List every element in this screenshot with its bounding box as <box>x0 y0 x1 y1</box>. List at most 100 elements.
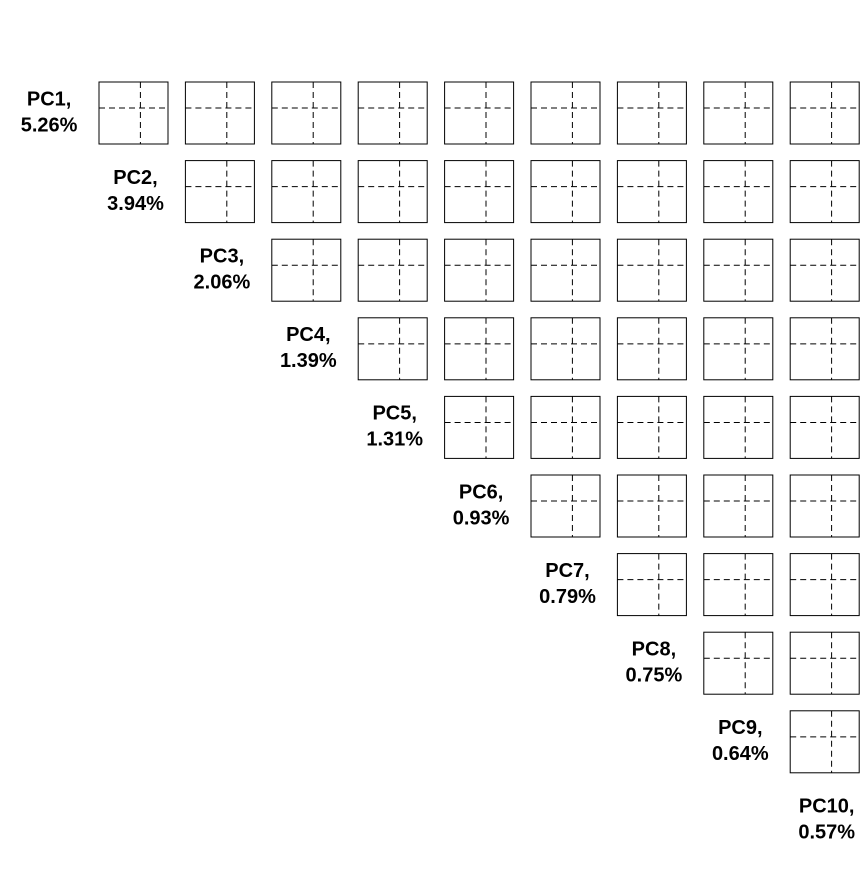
pc-label: 0.75% <box>626 664 683 686</box>
panel-frame <box>184 160 255 224</box>
scatter-panel <box>703 631 774 695</box>
pc-label: 5.26% <box>21 114 78 136</box>
scatter-panel <box>444 395 515 459</box>
panel-frame <box>789 631 860 695</box>
scatter-panel <box>789 395 860 459</box>
pc-label: 0.64% <box>712 743 769 765</box>
pc-label: 2.06% <box>194 271 251 293</box>
scatter-panel <box>616 317 687 381</box>
scatter-panel <box>98 81 169 145</box>
scatter-panel <box>616 81 687 145</box>
panel-frame <box>530 474 601 538</box>
panel-frame <box>530 395 601 459</box>
panel-frame <box>444 238 515 302</box>
panel-frame <box>789 553 860 617</box>
scatter-panel <box>357 317 428 381</box>
scatter-panel <box>530 317 601 381</box>
scatter-panel <box>789 474 860 538</box>
panel-frame <box>616 238 687 302</box>
scatter-panel <box>703 553 774 617</box>
panel-frame <box>444 395 515 459</box>
pc-label: PC9, <box>718 717 762 739</box>
panel-frame <box>789 238 860 302</box>
pc-label: PC2, <box>113 167 157 189</box>
panel-frame <box>703 317 774 381</box>
panel-frame <box>616 81 687 145</box>
scatter-panel <box>444 238 515 302</box>
scatter-panel <box>703 474 774 538</box>
scatter-panel <box>703 238 774 302</box>
scatter-panel <box>789 160 860 224</box>
pc-label: 3.94% <box>107 193 164 215</box>
scatter-panel <box>530 395 601 459</box>
panel-frame <box>530 81 601 145</box>
scatter-panel <box>789 317 860 381</box>
panel-frame <box>271 238 342 302</box>
pc-label: PC4, <box>286 324 330 346</box>
scatter-panel <box>703 317 774 381</box>
panel-frame <box>789 710 860 774</box>
pc-label: PC10, <box>799 796 855 818</box>
scatter-panel <box>530 474 601 538</box>
panel-frame <box>357 81 428 145</box>
pc-label: PC8, <box>632 638 676 660</box>
scatter-panel <box>184 160 255 224</box>
scatter-panel <box>271 81 342 145</box>
scatter-panel <box>530 81 601 145</box>
panel-frame <box>357 160 428 224</box>
panel-frame <box>616 317 687 381</box>
panel-frame <box>703 553 774 617</box>
panel-frame <box>357 317 428 381</box>
pc-label: 1.39% <box>280 350 337 372</box>
pc-label: PC1, <box>27 88 71 110</box>
panel-frame <box>703 81 774 145</box>
panel-frame <box>444 81 515 145</box>
scatter-panel <box>357 160 428 224</box>
panel-frame <box>703 395 774 459</box>
panel-frame <box>789 160 860 224</box>
panel-frame <box>616 553 687 617</box>
panel-frame <box>616 160 687 224</box>
panel-frame <box>444 317 515 381</box>
scatter-panel <box>616 474 687 538</box>
scatter-panel <box>271 160 342 224</box>
scatter-panel <box>271 238 342 302</box>
scatter-panel <box>616 395 687 459</box>
scatter-panel <box>789 238 860 302</box>
scatter-panel <box>616 238 687 302</box>
scatter-panel <box>444 160 515 224</box>
scatter-panel <box>789 81 860 145</box>
panel-frame <box>616 395 687 459</box>
scatter-panel <box>789 631 860 695</box>
scatter-panel <box>184 81 255 145</box>
scatter-panel <box>789 553 860 617</box>
scatter-panel <box>616 553 687 617</box>
pc-label: PC7, <box>545 560 589 582</box>
panel-frame <box>616 474 687 538</box>
scatter-panel <box>703 160 774 224</box>
pc-label: PC3, <box>200 245 244 267</box>
panel-frame <box>703 238 774 302</box>
panel-frame <box>357 238 428 302</box>
pc-label: 0.93% <box>453 507 510 529</box>
panel-frame <box>703 631 774 695</box>
scatter-panel <box>444 81 515 145</box>
scatter-panel <box>357 81 428 145</box>
panel-frame <box>530 317 601 381</box>
panel-frame <box>271 81 342 145</box>
panel-frame <box>703 474 774 538</box>
pc-label: PC6, <box>459 481 503 503</box>
scatter-panel <box>530 160 601 224</box>
pc-label: 1.31% <box>366 429 423 451</box>
pc-label: PC5, <box>372 403 416 425</box>
panel-frame <box>703 160 774 224</box>
panel-frame <box>98 81 169 145</box>
pc-label: 0.79% <box>539 586 596 608</box>
panel-frame <box>789 81 860 145</box>
panel-frame <box>789 474 860 538</box>
scatter-panel <box>616 160 687 224</box>
panel-frame <box>789 317 860 381</box>
panel-frame <box>184 81 255 145</box>
